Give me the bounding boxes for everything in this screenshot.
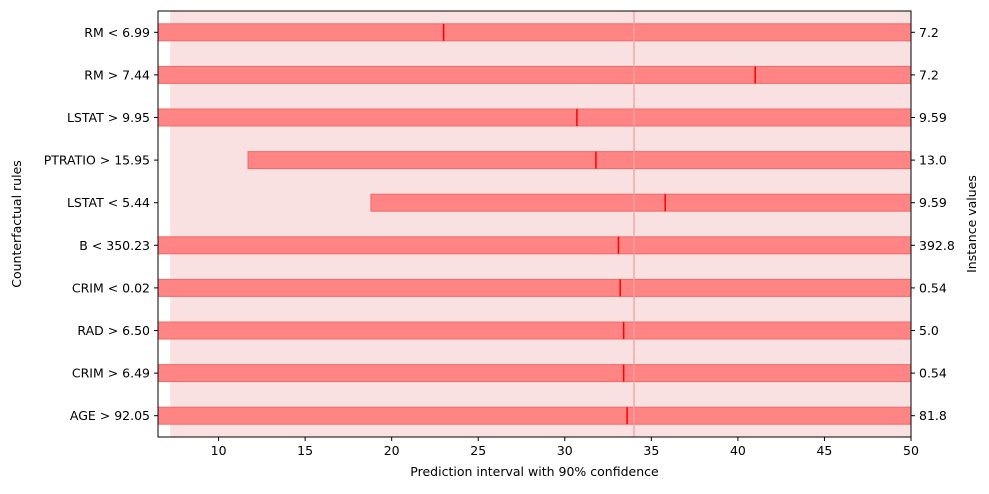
rule-label: AGE > 92.05 (70, 408, 150, 423)
rule-label: RM > 7.44 (84, 67, 150, 82)
x-tick-label: 25 (470, 443, 486, 458)
interval-bar (157, 65, 912, 84)
instance-value-label: 9.59 (919, 195, 947, 210)
interval-bar (157, 321, 912, 340)
interval-bar (157, 278, 912, 297)
x-tick-label: 20 (384, 443, 400, 458)
rule-label: CRIM < 0.02 (72, 280, 150, 295)
y-axis-right-label: Instance values (964, 175, 979, 273)
rule-label: LSTAT > 9.95 (67, 110, 150, 125)
rule-label: PTRATIO > 15.95 (44, 153, 150, 168)
interval-bar (370, 193, 912, 212)
interval-bar (157, 108, 912, 127)
instance-value-label: 0.54 (919, 280, 947, 295)
instance-value-label: 0.54 (919, 366, 947, 381)
rule-label: LSTAT < 5.44 (67, 195, 150, 210)
rule-label: RM < 6.99 (84, 25, 150, 40)
y-axis-label: Counterfactual rules (9, 160, 24, 288)
interval-bar (157, 364, 912, 383)
rule-label: B < 350.23 (79, 238, 150, 253)
instance-value-label: 7.2 (919, 25, 939, 40)
interval-bar (247, 151, 912, 170)
interval-bar (157, 236, 912, 255)
instance-value-label: 7.2 (919, 67, 939, 82)
x-tick-label: 40 (730, 443, 746, 458)
x-tick-label: 30 (557, 443, 573, 458)
rule-label: RAD > 6.50 (77, 323, 150, 338)
instance-value-label: 9.59 (919, 110, 947, 125)
x-tick-label: 45 (816, 443, 832, 458)
instance-value-label: 13.0 (919, 153, 947, 168)
x-axis-label: Prediction interval with 90% confidence (410, 464, 659, 479)
x-tick-label: 10 (211, 443, 227, 458)
x-tick-label: 35 (643, 443, 659, 458)
plot-frame (157, 10, 912, 438)
instance-value-label: 392.8 (919, 238, 955, 253)
instance-value-label: 81.8 (919, 408, 947, 423)
instance-value-label: 5.0 (919, 323, 939, 338)
rule-label: CRIM > 6.49 (72, 366, 150, 381)
x-tick-label: 50 (903, 443, 919, 458)
interval-bar (157, 23, 912, 42)
interval-bar (157, 406, 912, 425)
x-tick-label: 15 (297, 443, 313, 458)
